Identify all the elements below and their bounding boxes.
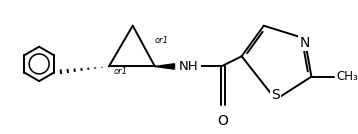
Text: or1: or1	[155, 36, 169, 45]
Polygon shape	[155, 64, 174, 69]
Text: O: O	[217, 114, 228, 128]
Text: CH₃: CH₃	[337, 70, 358, 83]
Text: S: S	[271, 88, 280, 102]
Text: N: N	[299, 36, 310, 50]
Text: NH: NH	[179, 60, 199, 73]
Text: or1: or1	[114, 67, 128, 76]
